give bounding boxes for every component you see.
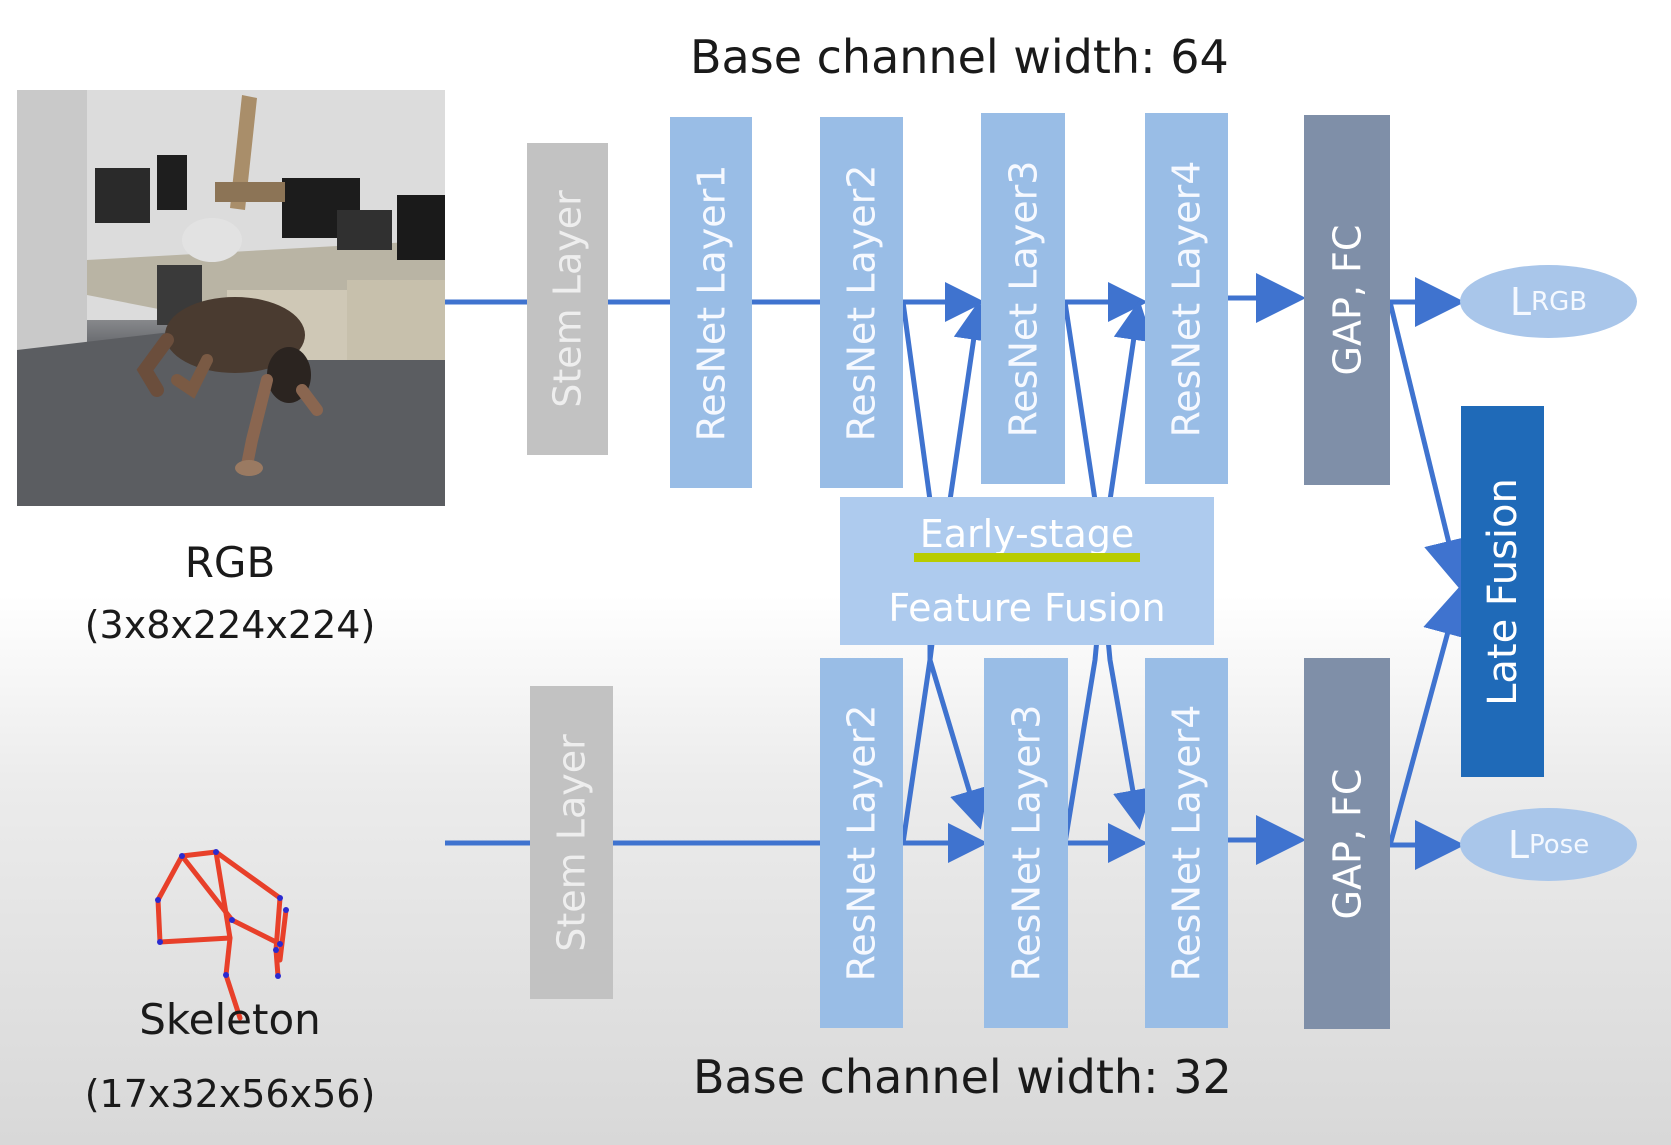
skeleton-label: Skeleton: [139, 995, 321, 1044]
fusion-line2: Feature Fusion: [888, 586, 1166, 630]
pose-layer4-label: ResNet Layer4: [1164, 704, 1209, 982]
rgb-stem-label: Stem Layer: [545, 190, 590, 408]
early-stage-fusion-box: Early-stage Feature Fusion: [840, 497, 1214, 645]
rgb-shape: (3x8x224x224): [84, 603, 376, 647]
rgb-label: RGB: [184, 538, 276, 587]
fusion-line1: Early-stage: [913, 512, 1140, 562]
pose-resnet-layer3: ResNet Layer3: [984, 658, 1068, 1028]
rgb-layer1-label: ResNet Layer1: [689, 164, 733, 441]
rgb-loss: L RGB: [1460, 265, 1637, 338]
bottom-channel-title: Base channel width: 32: [693, 1050, 1232, 1104]
pose-resnet-layer4: ResNet Layer4: [1145, 658, 1228, 1028]
pose-resnet-layer2: ResNet Layer2: [820, 658, 903, 1028]
rgb-resnet-layer3: ResNet Layer3: [981, 113, 1065, 484]
rgb-gap-fc-label: GAP, FC: [1325, 224, 1369, 376]
rgb-resnet-layer4: ResNet Layer4: [1145, 113, 1228, 484]
pose-loss-sub: Pose: [1528, 829, 1590, 860]
rgb-stem-layer: Stem Layer: [527, 143, 608, 455]
skeleton-input-image: [155, 849, 289, 1021]
rgb-loss-sub: RGB: [1531, 286, 1588, 317]
pose-loss-main: L: [1507, 822, 1529, 867]
rgb-gap-fc: GAP, FC: [1304, 115, 1390, 485]
pose-stem-label: Stem Layer: [549, 733, 594, 952]
pose-layer2-label: ResNet Layer2: [839, 704, 884, 982]
rgb-layer2-label: ResNet Layer2: [839, 164, 884, 441]
late-fusion-label: Late Fusion: [1479, 477, 1526, 706]
rgb-layer4-label: ResNet Layer4: [1164, 160, 1209, 437]
rgb-loss-main: L: [1509, 279, 1532, 324]
top-channel-title: Base channel width: 64: [690, 30, 1229, 84]
pose-layer3-label: ResNet Layer3: [1004, 704, 1048, 982]
rgb-input-image: [17, 90, 445, 506]
pose-gap-fc-label: GAP, FC: [1325, 768, 1369, 919]
pose-gap-fc: GAP, FC: [1304, 658, 1390, 1029]
rgb-resnet-layer1: ResNet Layer1: [670, 117, 752, 488]
pose-loss: L Pose: [1460, 808, 1637, 881]
skeleton-shape: (17x32x56x56): [84, 1072, 376, 1116]
rgb-resnet-layer2: ResNet Layer2: [820, 117, 903, 488]
rgb-layer3-label: ResNet Layer3: [1001, 160, 1045, 437]
late-fusion-block: Late Fusion: [1461, 406, 1544, 777]
pose-stem-layer: Stem Layer: [530, 686, 613, 999]
